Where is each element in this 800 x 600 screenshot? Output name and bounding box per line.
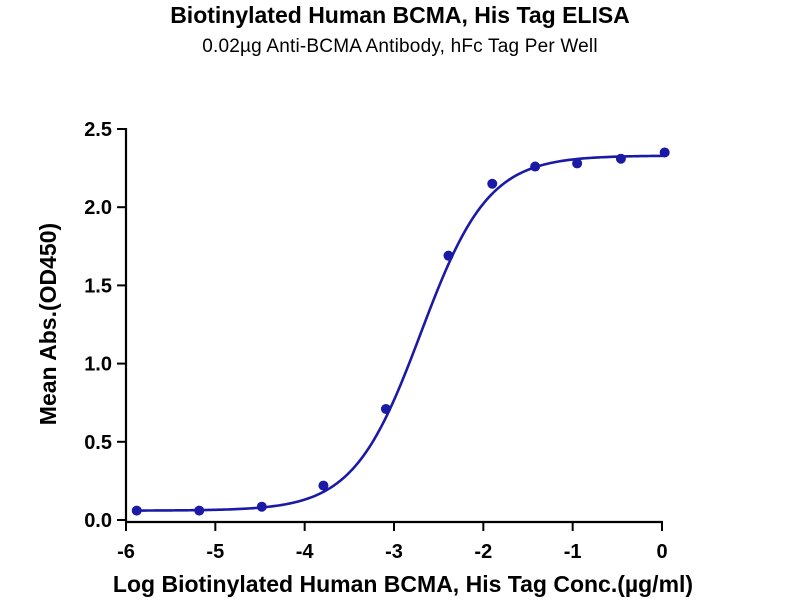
y-tick-label: 0.0 bbox=[84, 510, 112, 532]
data-point bbox=[530, 161, 541, 172]
y-tick-label: 2.0 bbox=[84, 197, 112, 219]
x-axis-title: Log Biotinylated Human BCMA, His Tag Con… bbox=[113, 571, 693, 597]
x-tick-label: -4 bbox=[296, 541, 315, 563]
fit-curve-layer bbox=[136, 154, 665, 512]
x-tick-label: -6 bbox=[117, 541, 135, 563]
data-point bbox=[380, 403, 391, 414]
y-tick-label: 0.5 bbox=[84, 432, 112, 454]
data-point bbox=[318, 480, 329, 491]
data-point bbox=[572, 158, 583, 169]
x-tick-label: -5 bbox=[206, 541, 224, 563]
y-tick-label: 1.5 bbox=[84, 275, 112, 297]
x-tick-label: -2 bbox=[474, 541, 492, 563]
data-point bbox=[194, 505, 205, 516]
data-points-layer bbox=[131, 147, 670, 516]
data-point bbox=[256, 501, 267, 512]
y-axis-title: Mean Abs.(OD450) bbox=[35, 223, 61, 425]
x-tick-label: 0 bbox=[656, 541, 667, 563]
fit-curve bbox=[136, 154, 665, 512]
y-tick-label: 1.0 bbox=[84, 354, 112, 376]
data-point bbox=[487, 178, 498, 189]
data-point bbox=[443, 250, 454, 261]
y-tick-label: 2.5 bbox=[84, 119, 112, 141]
data-point bbox=[615, 153, 626, 164]
data-point bbox=[131, 505, 142, 516]
data-point bbox=[659, 147, 670, 158]
x-tick-label: -1 bbox=[564, 541, 582, 563]
chart-axes: 0.0 0.5 1.0 1.5 2.0 2.5 -6 -5 -4 -3 -2 -1 0 bbox=[84, 119, 667, 563]
chart-subtitle: 0.02µg Anti-BCMA Antibody, hFc Tag Per W… bbox=[202, 36, 598, 57]
x-tick-label: -3 bbox=[385, 541, 403, 563]
chart-title: Biotinylated Human BCMA, His Tag ELISA bbox=[170, 2, 630, 28]
